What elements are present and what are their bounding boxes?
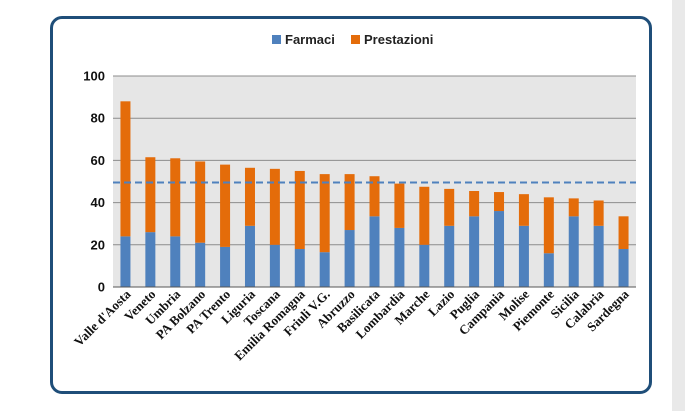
bar-farmaci-20 — [618, 249, 629, 287]
bar-farmaci-5 — [244, 225, 255, 287]
bar-prestazioni-8 — [319, 174, 330, 253]
legend-label-prestazioni: Prestazioni — [364, 32, 433, 47]
y-axis-ticks: 0 20 40 60 80 100 — [83, 69, 105, 295]
bar-prestazioni-19 — [593, 200, 604, 226]
bar-prestazioni-10 — [369, 176, 380, 217]
bar-farmaci-7 — [294, 249, 305, 287]
bar-farmaci-13 — [444, 225, 455, 287]
bar-farmaci-2 — [170, 236, 181, 287]
bar-prestazioni-13 — [444, 188, 455, 226]
bar-prestazioni-18 — [568, 198, 579, 217]
bar-prestazioni-16 — [518, 194, 529, 226]
bar-prestazioni-5 — [244, 167, 255, 226]
bar-farmaci-3 — [195, 242, 206, 287]
bars — [120, 101, 629, 287]
bar-farmaci-16 — [518, 225, 529, 287]
legend-label-farmaci: Farmaci — [285, 32, 335, 47]
y-tick-label: 40 — [91, 195, 105, 210]
y-tick-label: 60 — [91, 153, 105, 168]
bar-farmaci-11 — [394, 227, 405, 287]
bar-prestazioni-4 — [220, 164, 231, 247]
bar-prestazioni-3 — [195, 161, 206, 243]
window-edge — [672, 0, 685, 411]
y-tick-label: 80 — [91, 111, 105, 126]
y-tick-label: 20 — [91, 237, 105, 252]
bar-prestazioni-12 — [419, 186, 430, 245]
bar-prestazioni-7 — [294, 170, 305, 250]
legend-swatch-farmaci — [272, 35, 281, 44]
bar-prestazioni-6 — [269, 168, 280, 245]
bar-prestazioni-0 — [120, 101, 131, 237]
y-tick-label: 100 — [83, 69, 105, 84]
bar-prestazioni-11 — [394, 183, 405, 228]
legend: Farmaci Prestazioni — [272, 32, 433, 47]
y-tick-label: 0 — [98, 280, 105, 295]
bar-farmaci-10 — [369, 216, 380, 287]
bar-prestazioni-2 — [170, 158, 181, 237]
bar-farmaci-6 — [269, 244, 280, 287]
bar-prestazioni-14 — [469, 190, 480, 217]
bar-prestazioni-9 — [344, 174, 355, 231]
legend-swatch-prestazioni — [351, 35, 360, 44]
bar-farmaci-9 — [344, 230, 355, 287]
bar-prestazioni-17 — [543, 197, 554, 254]
bar-farmaci-14 — [469, 216, 480, 287]
bar-farmaci-18 — [568, 216, 579, 287]
bar-farmaci-8 — [319, 252, 330, 287]
bar-prestazioni-1 — [145, 157, 156, 233]
bar-farmaci-15 — [494, 211, 505, 287]
bar-prestazioni-15 — [494, 192, 505, 212]
bar-farmaci-4 — [220, 246, 231, 287]
bar-farmaci-1 — [145, 232, 156, 287]
bar-prestazioni-20 — [618, 216, 629, 250]
bar-farmaci-0 — [120, 236, 131, 287]
bar-farmaci-17 — [543, 253, 554, 287]
bar-farmaci-19 — [593, 225, 604, 287]
bar-farmaci-12 — [419, 244, 430, 287]
